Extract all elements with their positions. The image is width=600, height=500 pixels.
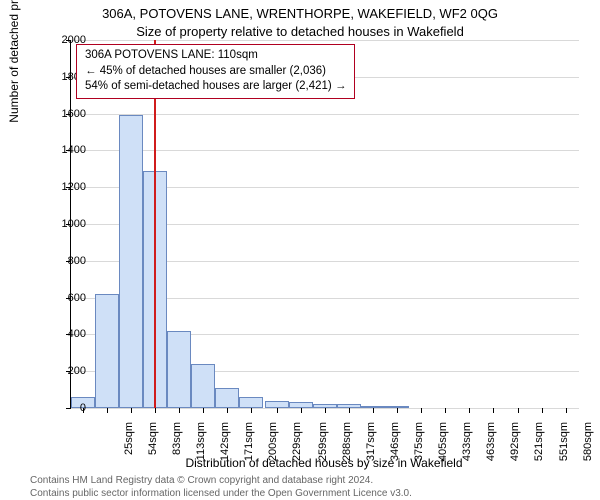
callout-line: 54% of semi-detached houses are larger (… [85,79,346,95]
gridline [71,114,579,115]
xtick-label: 259sqm [317,422,329,472]
xtick-label: 492sqm [509,422,521,472]
xtick-mark [445,408,446,413]
xtick-mark [227,408,228,413]
ytick-label: 200 [36,365,86,377]
xtick-mark [277,408,278,413]
xtick-label: 551sqm [558,422,570,472]
xtick-label: 288sqm [341,422,353,472]
xtick-mark [179,408,180,413]
page-subtitle: Size of property relative to detached ho… [0,24,600,39]
xtick-mark [493,408,494,413]
xtick-mark [131,408,132,413]
xtick-label: 317sqm [365,422,377,472]
xtick-mark [107,408,108,413]
ytick-label: 400 [36,328,86,340]
xtick-mark [325,408,326,413]
xtick-label: 54sqm [147,422,159,472]
xtick-mark [301,408,302,413]
xtick-mark [373,408,374,413]
xtick-mark [518,408,519,413]
footer-line: Contains HM Land Registry data © Crown c… [30,474,590,487]
footer: Contains HM Land Registry data © Crown c… [30,474,590,500]
xtick-mark [566,408,567,413]
xtick-label: 463sqm [485,422,497,472]
footer-line: Contains public sector information licen… [30,487,590,500]
histogram-bar [167,331,191,408]
ytick-label: 0 [36,402,86,414]
ytick-label: 800 [36,255,86,267]
xtick-label: 83sqm [171,422,183,472]
xtick-mark [251,408,252,413]
callout-box: 306A POTOVENS LANE: 110sqm ← 45% of deta… [76,44,355,99]
xtick-mark [155,408,156,413]
gridline [71,40,579,41]
y-axis-label: Number of detached properties [7,0,21,224]
histogram-bar [119,115,143,408]
xtick-label: 25sqm [123,422,135,472]
xtick-label: 580sqm [582,422,594,472]
xtick-label: 113sqm [195,422,207,472]
xtick-label: 171sqm [243,422,255,472]
xtick-mark [397,408,398,413]
xtick-label: 521sqm [533,422,545,472]
ytick-label: 1400 [36,144,86,156]
xtick-label: 375sqm [413,422,425,472]
xtick-label: 229sqm [291,422,303,472]
histogram-bar [215,388,239,408]
xtick-mark [421,408,422,413]
histogram-bar [239,397,263,408]
xtick-label: 142sqm [219,422,231,472]
callout-line: ← 45% of detached houses are smaller (2,… [85,64,346,80]
xtick-mark [469,408,470,413]
page-title: 306A, POTOVENS LANE, WRENTHORPE, WAKEFIE… [0,6,600,21]
gridline [71,150,579,151]
ytick-label: 1000 [36,218,86,230]
xtick-label: 433sqm [461,422,473,472]
xtick-mark [542,408,543,413]
xtick-label: 200sqm [267,422,279,472]
ytick-label: 1200 [36,181,86,193]
xtick-mark [349,408,350,413]
ytick-label: 1600 [36,108,86,120]
xtick-label: 405sqm [437,422,449,472]
xtick-mark [203,408,204,413]
histogram-bar [265,401,289,408]
histogram-bar [191,364,215,408]
xtick-label: 346sqm [389,422,401,472]
ytick-label: 600 [36,292,86,304]
callout-line: 306A POTOVENS LANE: 110sqm [85,48,346,64]
histogram-bar [95,294,119,408]
